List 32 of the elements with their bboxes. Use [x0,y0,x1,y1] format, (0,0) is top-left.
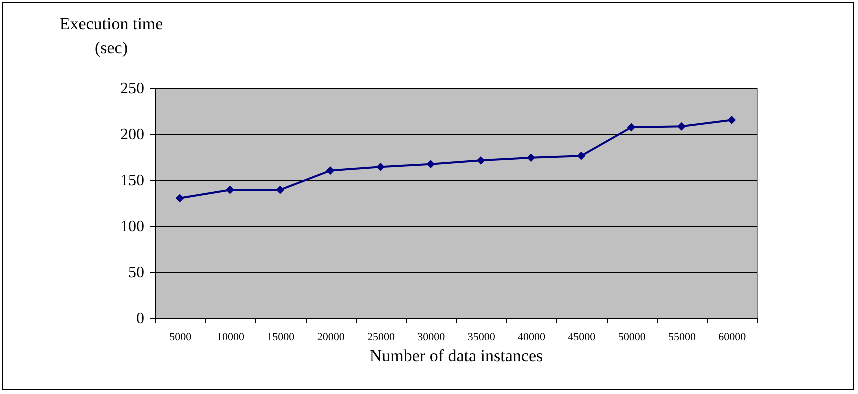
x-tick-label: 40000 [518,332,546,344]
x-tick-label: 45000 [568,332,596,344]
y-axis-title: Execution time (sec) [60,14,164,58]
x-tick-label: 20000 [317,332,346,344]
y-tick-label: 0 [136,310,144,328]
x-tick-label: 10000 [217,332,245,344]
x-axis-title: Number of data instances [370,346,544,366]
point [577,152,586,160]
x-tick-label: 5000 [170,332,192,344]
point [476,156,486,165]
point [176,194,184,203]
point [426,160,436,169]
y-tick-label: 100 [120,218,144,236]
x-tick-label: 35000 [468,332,496,344]
point [226,186,234,194]
point [276,186,285,194]
point [678,122,686,131]
x-tick-label: 30000 [418,332,446,344]
y-tick-label: 150 [120,172,144,190]
y-tick-label: 200 [120,126,144,144]
point [728,116,736,124]
x-tick-label: 25000 [368,332,396,344]
x-tick-label: 60000 [718,332,747,344]
point [527,154,536,162]
point [326,166,335,175]
x-tick-label: 50000 [618,332,646,344]
point [627,123,636,132]
point [376,162,385,172]
y-tick-label: 250 [120,80,144,98]
y-tick-label: 50 [128,264,144,282]
x-tick-label: 15000 [267,332,296,344]
x-tick-label: 55000 [668,332,696,344]
